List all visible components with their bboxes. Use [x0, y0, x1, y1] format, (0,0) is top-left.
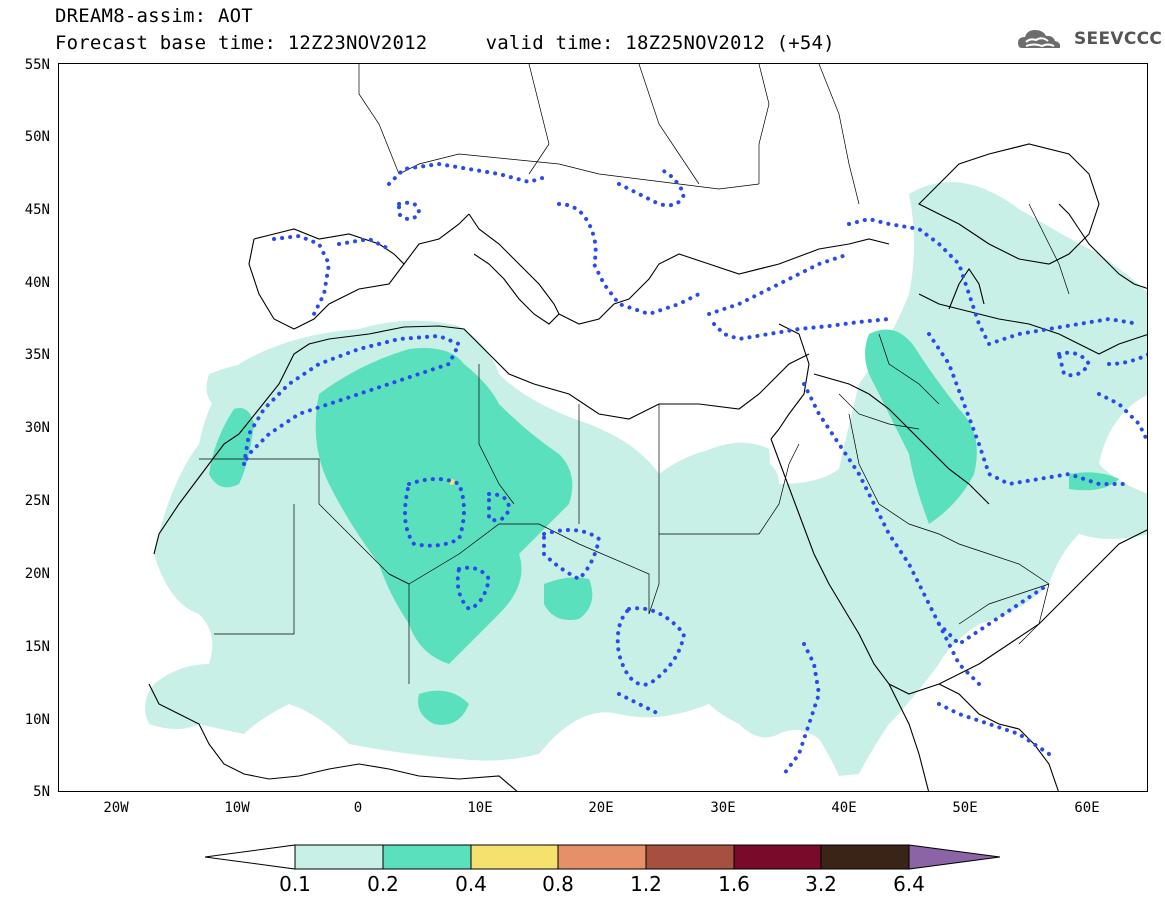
lon-label-40e: 40E — [831, 800, 857, 816]
lon-label-30e: 30E — [710, 800, 736, 816]
lon-label-20w: 20W — [103, 800, 129, 816]
colorbar-segment-6 — [733, 844, 822, 870]
lon-label-50e: 50E — [952, 800, 978, 816]
colorbar-segment-above — [908, 844, 1000, 870]
cloud-icon — [1018, 30, 1061, 48]
aot-contours — [242, 161, 1147, 776]
colorbar-label-0-2: 0.2 — [367, 872, 399, 896]
lat-label-15n: 15N — [24, 639, 50, 655]
colorbar-label-3-2: 3.2 — [805, 872, 837, 896]
colorbar-label-0-1: 0.1 — [279, 872, 311, 896]
lat-label-5n: 5N — [33, 784, 50, 800]
lat-label-35n: 35N — [24, 347, 50, 363]
lat-label-40n: 40N — [24, 275, 50, 291]
map-title: DREAM8-assim: AOT — [55, 5, 253, 27]
colorbar-segment-1 — [294, 844, 384, 870]
colorbar-label-1-6: 1.6 — [718, 872, 750, 896]
lat-label-30n: 30N — [24, 420, 50, 436]
aot-level-0-2-region — [209, 329, 1119, 725]
map-panel — [58, 63, 1148, 792]
aot-map — [145, 64, 1147, 791]
colorbar-label-1-2: 1.2 — [630, 872, 662, 896]
colorbar-label-0-8: 0.8 — [542, 872, 574, 896]
logo-text: SEEVCCC — [1074, 29, 1163, 49]
lat-label-25n: 25N — [24, 493, 50, 509]
lon-label-20e: 20E — [588, 800, 614, 816]
lat-label-55n: 55N — [24, 57, 50, 73]
lat-label-20n: 20N — [24, 566, 50, 582]
colorbar-segment-2 — [382, 844, 472, 870]
lon-label-10e: 10E — [467, 800, 493, 816]
aot-colorbar — [205, 844, 1000, 870]
colorbar-label-0-4: 0.4 — [455, 872, 487, 896]
colorbar-segment-7 — [820, 844, 910, 870]
colorbar-segment-below — [205, 844, 296, 870]
forecast-time-line: Forecast base time: 12Z23NOV2012 valid t… — [55, 32, 835, 54]
country-borders — [199, 64, 1070, 684]
lon-label-60e: 60E — [1074, 800, 1100, 816]
lat-label-50n: 50N — [24, 129, 50, 145]
colorbar-segment-5 — [645, 844, 735, 870]
lat-label-10n: 10N — [24, 712, 50, 728]
colorbar-label-6-4: 6.4 — [893, 872, 925, 896]
lon-label-10w: 10W — [224, 800, 250, 816]
coastlines — [148, 143, 1147, 791]
lon-label-0: 0 — [353, 800, 363, 816]
colorbar-segment-3 — [470, 844, 559, 870]
colorbar-segment-4 — [557, 844, 647, 870]
aot-level-0-1-region — [145, 182, 1147, 776]
lat-label-45n: 45N — [24, 202, 50, 218]
